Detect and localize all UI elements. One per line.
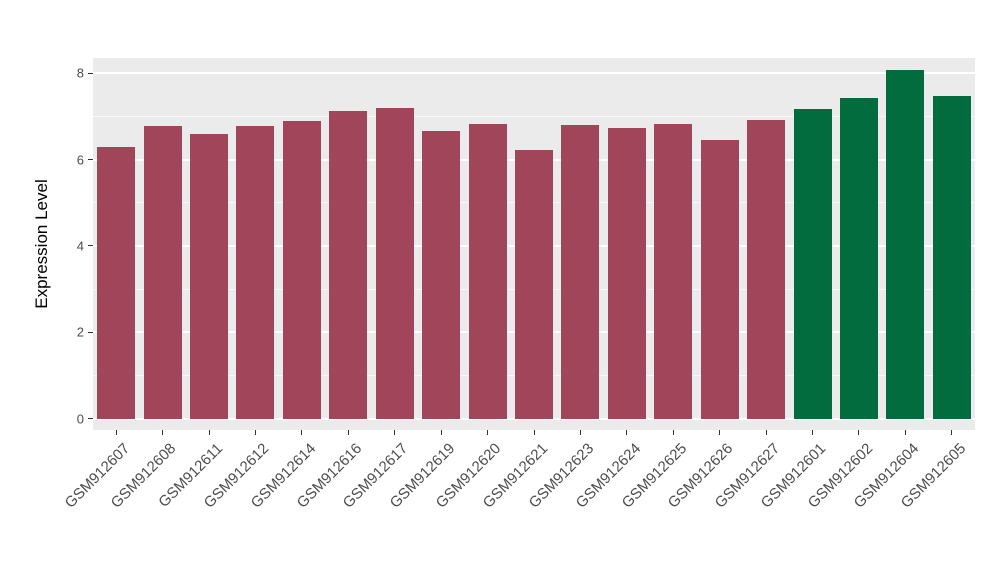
x-tick-mark — [626, 430, 628, 435]
bar — [793, 109, 832, 419]
y-tick-mark — [88, 245, 93, 247]
x-tick-mark — [533, 430, 535, 435]
bar — [886, 69, 925, 419]
x-tick-mark — [904, 430, 906, 435]
bar — [375, 107, 414, 419]
x-tick-mark — [208, 430, 210, 435]
bar — [607, 127, 646, 419]
y-tick-label: 0 — [76, 411, 84, 427]
x-tick-mark — [858, 430, 860, 435]
bar — [932, 96, 971, 419]
y-tick-mark — [88, 72, 93, 74]
x-tick-mark — [347, 430, 349, 435]
bar — [422, 131, 461, 419]
bar — [143, 126, 182, 419]
x-tick-mark — [951, 430, 953, 435]
bar — [282, 120, 321, 419]
bar — [700, 140, 739, 419]
x-tick-mark — [719, 430, 721, 435]
y-tick-label: 4 — [76, 238, 84, 254]
x-tick-mark — [301, 430, 303, 435]
x-tick-mark — [255, 430, 256, 435]
gridline-major — [93, 72, 975, 75]
y-tick-label: 8 — [76, 65, 84, 81]
bar — [839, 97, 878, 419]
x-tick-mark — [440, 430, 442, 435]
gridline-major — [93, 417, 975, 420]
y-tick-label: 6 — [76, 152, 84, 167]
bar — [515, 149, 554, 419]
bar — [190, 133, 229, 419]
y-axis-title: Expression Level — [32, 179, 51, 309]
bar — [97, 147, 136, 419]
x-tick-mark — [162, 430, 164, 435]
y-tick-mark — [88, 159, 93, 160]
bar — [236, 126, 275, 419]
x-tick-mark — [115, 430, 117, 435]
x-tick-mark — [765, 430, 767, 435]
y-tick-mark — [88, 418, 93, 420]
bar — [468, 123, 507, 419]
gridline-minor — [93, 115, 975, 117]
bar — [561, 125, 600, 419]
y-tick-mark — [88, 331, 93, 333]
plot-panel — [93, 58, 975, 430]
x-tick-mark — [579, 430, 581, 435]
bar — [747, 120, 786, 419]
x-tick-mark — [812, 430, 813, 435]
x-tick-mark — [672, 430, 674, 435]
x-tick-mark — [487, 430, 489, 435]
y-tick-label: 2 — [76, 324, 84, 340]
bar — [654, 124, 693, 419]
x-tick-mark — [394, 430, 396, 435]
bar — [329, 111, 368, 419]
